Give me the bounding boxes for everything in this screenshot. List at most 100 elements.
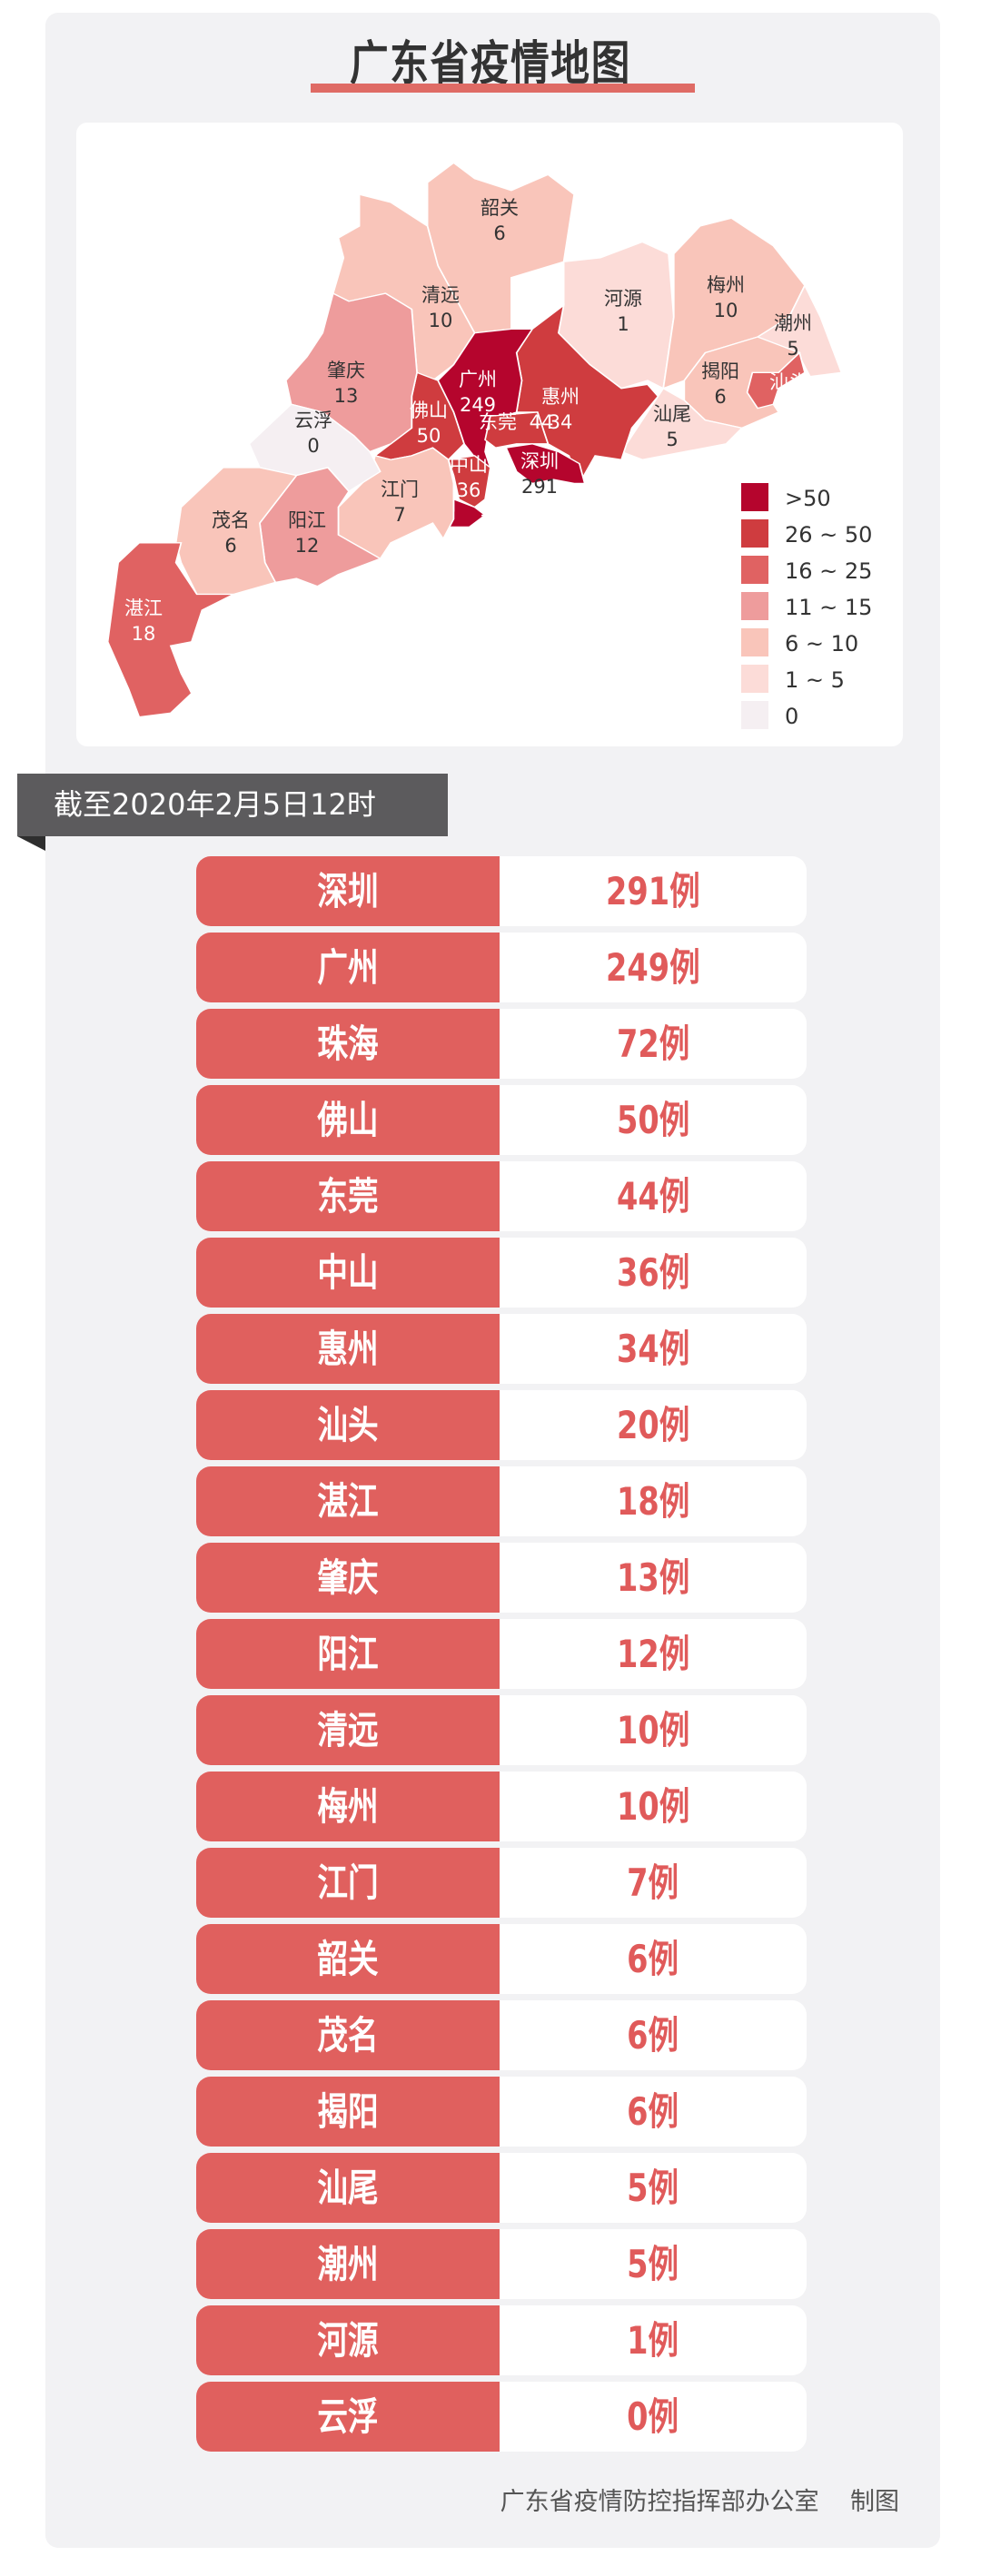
legend-swatch <box>741 592 768 620</box>
city-name-text: 清远 <box>317 1708 379 1752</box>
map-label-name: 广州 <box>459 369 497 390</box>
map-label-count: 36 <box>457 479 481 501</box>
case-row: 肇庆 13例 <box>196 1543 807 1613</box>
map-label-name: 佛山 <box>410 400 448 421</box>
city-name-text: 湛江 <box>317 1479 379 1524</box>
legend-label: 0 <box>785 704 798 729</box>
case-count: 10例 <box>500 1695 807 1765</box>
case-count: 34例 <box>500 1314 807 1384</box>
case-count-text: 12例 <box>616 1632 690 1676</box>
city-name-text: 揭阳 <box>317 2089 379 2134</box>
case-row: 中山 36例 <box>196 1238 807 1308</box>
ribbon-fold <box>17 836 45 851</box>
case-count: 6例 <box>500 1924 807 1994</box>
map-label-count: 5 <box>787 338 798 360</box>
case-row: 深圳 291例 <box>196 856 807 926</box>
case-count-text: 6例 <box>627 1937 679 1981</box>
map-label-name: 深圳 <box>520 450 559 472</box>
map-label-count: 6 <box>493 222 505 244</box>
legend-swatch <box>741 519 768 548</box>
case-row: 江门 7例 <box>196 1848 807 1918</box>
city-name-text: 云浮 <box>317 2394 379 2439</box>
case-count: 291例 <box>500 856 807 926</box>
map-label-name: 东莞 <box>479 411 517 433</box>
case-row: 阳江 12例 <box>196 1619 807 1689</box>
case-count: 5例 <box>500 2229 807 2299</box>
case-count-text: 5例 <box>627 2242 679 2286</box>
map-label-count: 10 <box>429 310 453 331</box>
city-name: 东莞 <box>196 1161 500 1231</box>
case-count-text: 291例 <box>606 869 700 913</box>
city-name: 湛江 <box>196 1466 500 1536</box>
city-name-text: 深圳 <box>317 869 379 913</box>
case-count: 0例 <box>500 2382 807 2452</box>
case-count-text: 72例 <box>616 1022 690 1066</box>
case-row: 潮州 5例 <box>196 2229 807 2299</box>
city-name: 阳江 <box>196 1619 500 1689</box>
case-row: 湛江 18例 <box>196 1466 807 1536</box>
map-label-name: 肇庆 <box>327 360 365 381</box>
case-row: 河源 1例 <box>196 2305 807 2375</box>
case-count: 5例 <box>500 2153 807 2223</box>
case-count: 10例 <box>500 1772 807 1841</box>
legend-swatch <box>741 628 768 656</box>
city-name: 惠州 <box>196 1314 500 1384</box>
legend-swatch <box>741 556 768 584</box>
map-label-name: 清远 <box>421 284 460 306</box>
map-label-count: 249 <box>460 394 496 416</box>
map-label-name: 阳江 <box>288 509 326 531</box>
city-name-text: 汕尾 <box>317 2166 379 2210</box>
city-name-text: 潮州 <box>317 2242 379 2286</box>
case-count: 72例 <box>500 1009 807 1079</box>
map-label-count: 34 <box>549 411 573 433</box>
case-count-text: 1例 <box>627 2318 679 2363</box>
legend-label: 16 ~ 25 <box>785 558 872 584</box>
map-label-count: 13 <box>334 385 359 407</box>
map-region <box>484 411 550 449</box>
case-count: 18例 <box>500 1466 807 1536</box>
city-name: 珠海 <box>196 1009 500 1079</box>
map-label-name: 汕头 <box>769 371 808 393</box>
case-count-text: 0例 <box>627 2394 679 2439</box>
city-name-text: 河源 <box>317 2318 379 2363</box>
city-name: 江门 <box>196 1848 500 1918</box>
city-name-text: 东莞 <box>317 1174 379 1219</box>
case-count-text: 5例 <box>627 2166 679 2210</box>
case-count: 20例 <box>500 1390 807 1460</box>
case-count-text: 50例 <box>616 1098 690 1142</box>
map-label-name: 韶关 <box>481 197 519 219</box>
case-row: 东莞 44例 <box>196 1161 807 1231</box>
footer-credit: 广东省疫情防控指挥部办公室 制图 <box>500 2488 899 2516</box>
page-title: 广东省疫情地图 <box>0 25 981 94</box>
case-count: 50例 <box>500 1085 807 1155</box>
city-name-text: 汕头 <box>317 1403 379 1447</box>
case-row: 汕头 20例 <box>196 1390 807 1460</box>
case-count-text: 18例 <box>616 1479 690 1524</box>
legend-label: 11 ~ 15 <box>785 595 872 620</box>
title-underline <box>311 84 695 93</box>
map-label-count: 1 <box>617 313 629 335</box>
map-label-count: 7 <box>393 504 405 526</box>
case-count: 249例 <box>500 933 807 1002</box>
case-count-text: 6例 <box>627 2013 679 2058</box>
case-row: 惠州 34例 <box>196 1314 807 1384</box>
case-count-text: 6例 <box>627 2089 679 2134</box>
city-name-text: 惠州 <box>317 1327 379 1371</box>
case-count-text: 10例 <box>616 1708 690 1752</box>
map-label-name: 惠州 <box>541 386 580 408</box>
map-region <box>284 292 418 453</box>
case-count: 7例 <box>500 1848 807 1918</box>
case-count-text: 249例 <box>606 945 700 990</box>
city-name: 云浮 <box>196 2382 500 2452</box>
case-row: 梅州 10例 <box>196 1772 807 1841</box>
case-row: 云浮 0例 <box>196 2382 807 2452</box>
city-name: 佛山 <box>196 1085 500 1155</box>
map-label-count: 50 <box>417 425 441 447</box>
case-count-text: 34例 <box>616 1327 690 1371</box>
as-of-ribbon: 截至2020年2月5日12时 <box>17 774 448 836</box>
map-label-count: 5 <box>666 429 678 450</box>
map-region <box>447 455 491 508</box>
case-row: 广州 249例 <box>196 933 807 1002</box>
city-name: 肇庆 <box>196 1543 500 1613</box>
case-count-text: 13例 <box>616 1555 690 1600</box>
